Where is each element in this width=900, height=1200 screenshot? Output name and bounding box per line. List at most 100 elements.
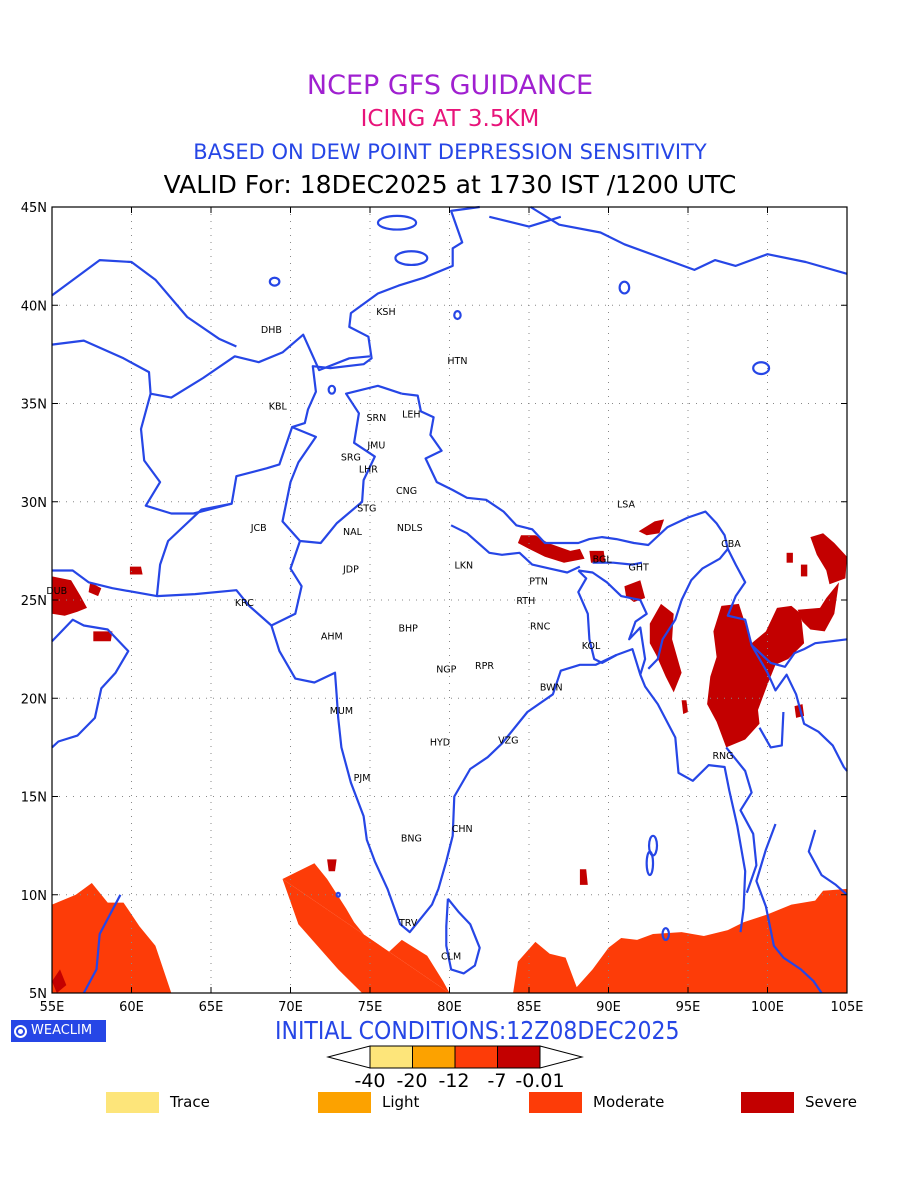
colorbar-label: -12	[438, 1070, 470, 1092]
legend-item-severe: Severe	[741, 1091, 857, 1113]
station-label: BGL	[593, 555, 613, 566]
badge-text: WEACLIM	[31, 1023, 93, 1038]
lake-outline	[335, 891, 341, 898]
lat-tick-label: 10N	[21, 889, 47, 904]
colorbar-label: -40	[354, 1070, 386, 1092]
icing-area	[624, 580, 646, 602]
lat-tick-label: 30N	[21, 496, 47, 511]
station-label: RTH	[516, 596, 535, 607]
coastline	[445, 898, 481, 975]
icing-area	[52, 883, 172, 993]
lon-tick-label: 60E	[119, 1000, 144, 1015]
lon-tick-label: 65E	[199, 1000, 224, 1015]
station-label: DHB	[261, 325, 282, 336]
station-label: DUB	[46, 586, 67, 597]
station-label: AHM	[321, 631, 343, 642]
station-label: PTN	[529, 576, 548, 587]
station-label: SRG	[341, 452, 361, 463]
lake-outline	[645, 850, 655, 877]
station-label: KOL	[582, 641, 601, 652]
icing-area	[707, 603, 805, 748]
lake-outline	[394, 250, 429, 267]
lon-tick-label: 95E	[676, 1000, 701, 1015]
coastline	[51, 618, 130, 749]
coastline	[281, 384, 403, 545]
lat-tick-label: 15N	[21, 791, 47, 806]
colorbar-label: -0.01	[515, 1070, 565, 1092]
title-method: BASED ON DEW POINT DEPRESSION SENSITIVIT…	[193, 140, 707, 164]
coastline	[807, 829, 848, 896]
coastline	[155, 502, 232, 597]
icing-area	[52, 576, 87, 616]
legend-label: Trace	[170, 1093, 210, 1111]
coastline	[577, 569, 617, 664]
coastline	[592, 561, 643, 566]
station-label: RNG	[712, 751, 733, 762]
lake-outline	[327, 384, 337, 395]
lake-outline	[268, 276, 281, 287]
weaclim-badge: WEACLIM	[11, 1020, 106, 1042]
station-label: KSH	[376, 307, 395, 318]
coastline	[578, 569, 648, 676]
station-label: CNG	[396, 486, 417, 497]
icing-area	[52, 969, 67, 993]
coastline	[51, 259, 237, 348]
icing-area	[810, 533, 847, 585]
lat-tick-label: 20N	[21, 692, 47, 707]
title-model: NCEP GFS GUIDANCE	[306, 70, 594, 101]
station-label: TRV	[398, 918, 418, 929]
axis-ticks: 55E 60E 65E 70E 75E 80E 85E 90E 95E 100E 105E 5N 10N…	[21, 201, 864, 1015]
icing-areas	[52, 519, 847, 993]
lon-tick-label: 100E	[751, 1000, 784, 1015]
station-label: PJM	[354, 773, 371, 784]
legend-label: Light	[382, 1093, 420, 1111]
legend-item-light: Light	[318, 1091, 419, 1113]
icing-area	[786, 552, 793, 563]
station-label: JCB	[250, 523, 267, 534]
coastline	[51, 205, 480, 515]
lon-tick-label: 85E	[517, 1000, 542, 1015]
lat-tick-label: 5N	[29, 987, 47, 1002]
coastlines-and-borders	[51, 205, 848, 994]
station-label: LKN	[454, 561, 473, 572]
icing-area	[517, 535, 585, 563]
legend-label: Severe	[805, 1093, 857, 1111]
title-product: ICING AT 3.5KM	[360, 106, 540, 132]
lat-tick-label: 40N	[21, 299, 47, 314]
station-label: KRC	[235, 598, 254, 609]
icing-area	[93, 631, 113, 642]
coastline	[82, 894, 122, 994]
lon-tick-label: 70E	[278, 1000, 303, 1015]
coastline	[270, 540, 303, 627]
icing-area	[638, 519, 665, 536]
colorbar-label: -7	[487, 1070, 507, 1092]
coastline	[150, 333, 371, 399]
station-label: LHR	[359, 464, 378, 475]
icing-area	[797, 582, 839, 632]
station-label: VZG	[498, 735, 518, 746]
station-label: CBA	[721, 539, 741, 550]
colorbar-segment	[454, 1045, 498, 1069]
lat-tick-label: 35N	[21, 398, 47, 413]
station-label: RPR	[475, 661, 494, 672]
coastline	[530, 206, 848, 275]
lake-outline	[376, 214, 418, 231]
icing-area	[129, 566, 143, 575]
station-label: SRN	[366, 413, 386, 424]
legend-label: Moderate	[593, 1093, 665, 1111]
station-label: NDLS	[397, 523, 423, 534]
icing-area	[282, 879, 450, 993]
colorbar-segment	[497, 1045, 541, 1069]
colorbar	[326, 1045, 584, 1069]
legend-swatch-severe	[741, 1091, 794, 1113]
station-label: NAL	[343, 527, 363, 538]
icing-area	[282, 863, 450, 993]
lake-outline	[618, 280, 631, 295]
colorbar-right-arrow	[539, 1045, 584, 1069]
coastline	[450, 524, 581, 574]
coastline	[52, 569, 747, 934]
icing-area	[579, 869, 588, 885]
legend-swatch-moderate	[529, 1091, 582, 1113]
colorbar-left-arrow	[326, 1045, 371, 1069]
